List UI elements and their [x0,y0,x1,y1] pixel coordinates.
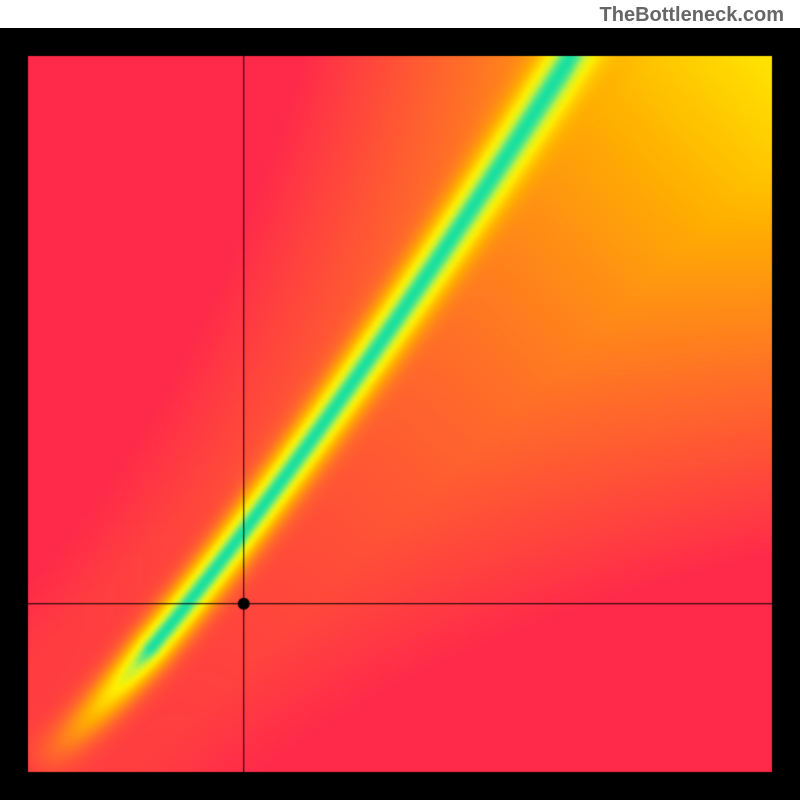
watermark-text: TheBottleneck.com [600,4,784,27]
heatmap-chart [0,28,800,800]
heatmap-canvas [0,28,800,800]
